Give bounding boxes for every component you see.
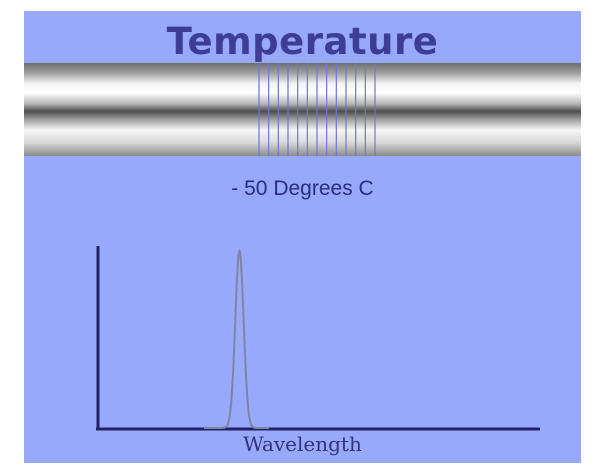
optical-fiber-icon: [24, 63, 581, 156]
diagram-canvas: [24, 11, 581, 463]
bragg-grating-icon: [258, 63, 376, 156]
temperature-readout: - 50 Degrees C: [231, 177, 374, 200]
sensor-diagram: Temperature - 50 Degrees C Wavelength: [24, 11, 581, 463]
diagram-title: Temperature: [166, 20, 439, 63]
reflection-peak: [204, 248, 269, 429]
x-axis-label: Wavelength: [243, 432, 362, 456]
